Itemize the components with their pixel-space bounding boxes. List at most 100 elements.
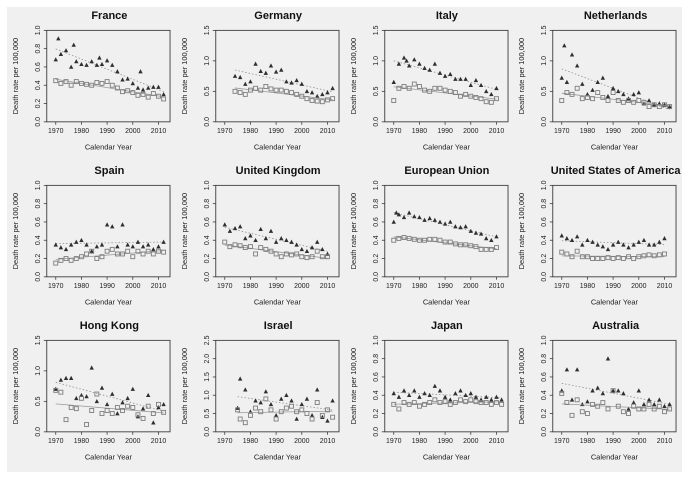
- triangle-marker: [427, 67, 432, 72]
- square-marker: [242, 245, 248, 250]
- triangle-marker: [89, 59, 94, 64]
- triangle-marker: [406, 63, 411, 68]
- triangle-marker: [130, 386, 135, 391]
- square-marker: [585, 95, 591, 100]
- square-marker: [120, 408, 125, 413]
- plot-israel: 1970 1980 1990 2000 2010 Calendar Year 0.0 0.5 1…: [180, 335, 340, 462]
- y-tick-label: 0.4: [35, 235, 42, 245]
- trend-line-filled-triangle: [561, 382, 670, 405]
- square-marker: [641, 406, 647, 412]
- square-marker: [462, 242, 468, 248]
- y-axis-title: Death rate per 100,000: [348, 38, 357, 115]
- y-tick-label: 0.0: [35, 117, 42, 127]
- square-marker: [135, 412, 141, 418]
- triangle-marker: [304, 88, 309, 94]
- triangle-marker: [161, 92, 166, 97]
- triangle-marker: [79, 61, 84, 66]
- x-axis: 1970 1980 1990 2000 2010 Calendar Year: [48, 121, 166, 152]
- square-marker: [662, 102, 668, 108]
- square-marker: [411, 81, 417, 87]
- square-marker: [580, 254, 585, 260]
- y-axis: 0.0 0.2 0.4 0.6 0.8 1.0 Death rate per 100,000: [11, 25, 47, 127]
- square-marker: [99, 411, 105, 416]
- x-tick-label: 2010: [657, 283, 673, 290]
- triangle-marker: [401, 55, 406, 60]
- x-tick-label: 2000: [125, 283, 141, 290]
- x-tick-label: 1980: [242, 438, 258, 445]
- triangle-marker: [273, 69, 279, 74]
- square-marker: [626, 98, 632, 103]
- y-tick-label: 0.2: [372, 254, 379, 264]
- square-marker: [63, 256, 69, 261]
- panel-italy: Italy 1970 1980 1990 2000 2010 Calendar Year 0.…: [345, 7, 514, 162]
- x-tick-label: 1990: [437, 283, 453, 290]
- y-tick-label: 0.0: [372, 427, 379, 437]
- plot-box: [215, 184, 340, 278]
- triangle-marker: [626, 245, 631, 250]
- panel-title: Israel: [263, 320, 293, 332]
- square-marker: [120, 251, 125, 257]
- triangle-marker: [391, 219, 396, 224]
- square-marker: [73, 256, 79, 261]
- square-marker: [252, 85, 258, 91]
- square-marker: [99, 80, 105, 86]
- trend-line-filled-triangle: [224, 226, 328, 252]
- x-tick-label: 1980: [411, 438, 427, 445]
- square-marker: [626, 411, 632, 416]
- trend-line-open-square: [55, 250, 164, 260]
- triangle-marker: [416, 61, 422, 66]
- triangle-marker: [314, 93, 320, 99]
- panel-title: Japan: [430, 320, 463, 332]
- panel-spain: Spain 1970 1980 1990 2000 2010 Calendar Year 0.…: [7, 162, 176, 317]
- square-marker: [234, 407, 240, 413]
- x-axis-title: Calendar Year: [422, 453, 470, 462]
- square-marker: [288, 403, 294, 409]
- square-marker: [488, 246, 494, 252]
- triangle-marker: [74, 59, 79, 64]
- x-tick-label: 2010: [320, 283, 336, 290]
- square-marker: [247, 87, 253, 93]
- square-marker: [437, 400, 442, 405]
- triangle-marker: [242, 81, 248, 86]
- x-tick-label: 1990: [606, 128, 622, 135]
- y-tick-label: 0.0: [35, 272, 42, 282]
- square-marker: [426, 88, 432, 94]
- square-marker: [58, 257, 64, 263]
- y-axis: 0.0 0.5 1.0 1.5 Death rate per 100,000: [11, 335, 47, 437]
- square-marker: [488, 401, 494, 407]
- square-marker: [574, 248, 580, 254]
- square-marker: [442, 239, 448, 245]
- x-axis-title: Calendar Year: [591, 453, 639, 462]
- scatter-points-open-square: [559, 85, 673, 110]
- x-tick-label: 1980: [74, 438, 90, 445]
- triangle-marker: [667, 402, 673, 407]
- square-marker: [590, 96, 596, 102]
- triangle-marker: [403, 58, 409, 63]
- plot-hong-kong: 1970 1980 1990 2000 2010 Calendar Year 0.0 0.5 1…: [11, 335, 171, 462]
- square-marker: [89, 82, 95, 88]
- y-tick-label: 1.0: [204, 56, 211, 66]
- triangle-marker: [416, 394, 422, 399]
- panel-hong-kong: Hong Kong 1970 1980 1990 2000 2010 Calendar Ye…: [7, 317, 176, 472]
- y-axis: 0.0 0.2 0.4 0.6 0.8 1.0 Death rate per 100,000: [180, 180, 216, 282]
- square-marker: [293, 91, 299, 97]
- triangle-marker: [330, 398, 335, 403]
- plot-box: [383, 29, 508, 123]
- square-marker: [442, 87, 448, 93]
- x-tick-label: 1990: [268, 128, 284, 135]
- square-marker: [621, 99, 627, 105]
- x-tick-label: 2000: [125, 438, 141, 445]
- trend-line-open-square: [561, 403, 670, 410]
- square-marker: [273, 416, 279, 422]
- triangle-marker: [562, 43, 567, 48]
- x-tick-label: 1970: [554, 283, 570, 290]
- triangle-marker: [94, 398, 100, 404]
- square-marker: [590, 256, 596, 261]
- triangle-marker: [647, 242, 652, 247]
- square-marker: [252, 251, 258, 257]
- trend-line-open-square: [55, 78, 164, 98]
- triangle-marker: [432, 61, 437, 66]
- y-tick-label: 0.2: [35, 254, 42, 264]
- y-tick-label: 0.8: [541, 354, 548, 364]
